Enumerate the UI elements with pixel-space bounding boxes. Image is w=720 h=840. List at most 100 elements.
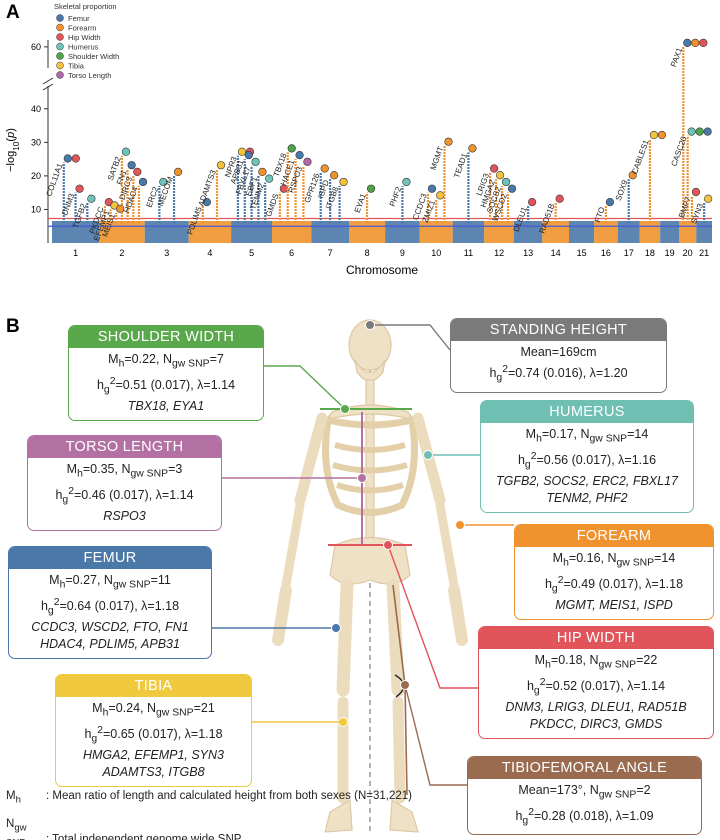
trait-dot — [366, 184, 376, 193]
card-line: Mh=0.35, Ngw SNP=3 — [32, 461, 217, 483]
trait-dot — [628, 171, 637, 180]
trait-dot — [237, 147, 247, 156]
trait-dot — [605, 197, 615, 207]
subscript: h — [545, 659, 551, 671]
x-tick-label: 1 — [73, 248, 78, 258]
footnote-symbol: Mh — [6, 790, 46, 805]
trait-dot — [63, 154, 72, 163]
card-body: Mh=0.35, Ngw SNP=3 hg2=0.46 (0.017), λ=1.… — [28, 458, 221, 530]
trait-dot — [691, 38, 700, 47]
peak-label: BMP7 — [677, 195, 693, 219]
text-run: =0.65 (0.017), λ=1.18 — [103, 726, 223, 741]
text-run: M — [6, 790, 16, 802]
card-line: Mean=173°, Ngw SNP=2 — [472, 782, 697, 804]
gene-list: HMGA2, EFEMP1, SYN3 — [82, 748, 224, 763]
card-line: Mh=0.27, Ngw SNP=11 — [13, 572, 207, 594]
text-run: =0.22, N — [124, 352, 172, 366]
trait-dot — [295, 151, 304, 160]
gene-list: ADAMTS3, ITGB8 — [102, 765, 205, 780]
trait-dot — [490, 164, 499, 173]
gene-list: TBX18, EYA1 — [127, 399, 205, 414]
footnote-symbol: Ngw SNP — [6, 818, 46, 840]
x-tick-label: 7 — [328, 248, 333, 258]
text-run: =0.28 (0.018), λ=1.09 — [534, 808, 654, 823]
text-run: =7 — [209, 352, 224, 366]
gene-list: DNM3, LRIG3, DLEU1, RAD51B — [505, 700, 687, 715]
x-tick-label: 16 — [601, 248, 611, 258]
legend-label: Forearm — [68, 24, 96, 33]
trait-dot — [330, 171, 339, 180]
text-run: =0.18, N — [550, 653, 599, 667]
text-run: M — [552, 551, 564, 565]
card-line: Mh=0.22, Ngw SNP=7 — [73, 351, 259, 373]
superscript: 2 — [53, 596, 60, 608]
card-line: Mean=169cm — [455, 344, 662, 361]
chromosome-band — [349, 221, 386, 243]
peak-label: GMDS — [264, 192, 281, 218]
subscript: gw SNP — [598, 789, 637, 801]
legend-swatch — [56, 52, 64, 60]
card-title: FOREARM — [515, 525, 713, 547]
trait-dot — [444, 137, 453, 146]
text-run: M — [92, 701, 103, 715]
trait-dot — [649, 130, 659, 140]
gene-list: CCDC3, WSCD2, FTO, FN1 — [31, 620, 189, 635]
peak-label: CASC20 — [669, 135, 688, 168]
gene-list: RSPO3 — [103, 509, 146, 524]
subscript: g — [551, 583, 558, 595]
y-tick-label: 40 — [31, 104, 41, 114]
y-tick-label: 30 — [31, 137, 41, 147]
chromosome-band — [660, 221, 679, 243]
skeleton — [272, 319, 468, 833]
trait-dot — [657, 130, 667, 140]
subscript: gw SNP — [616, 557, 655, 569]
peak-label: MGMT — [429, 145, 446, 171]
connector-dots — [250, 320, 465, 727]
trait-dot — [339, 177, 348, 187]
text-run: =14 — [654, 551, 676, 565]
gene-list: PKDCC, DIRC3, GMDS — [529, 717, 663, 732]
text-run: N — [6, 818, 15, 830]
x-tick-label: 21 — [699, 248, 709, 258]
x-axis-label: Chromosome — [346, 263, 418, 277]
chromosome-band — [696, 221, 712, 243]
x-tick-label: 18 — [645, 248, 655, 258]
chromosome-band — [385, 221, 420, 243]
text-run: M — [525, 427, 537, 441]
text-run: ) — [5, 128, 17, 132]
subscript: g — [524, 459, 531, 471]
card-line: hg2=0.49 (0.017), λ=1.18 — [519, 572, 709, 598]
trait-dot — [687, 127, 696, 136]
trait-dot — [704, 194, 713, 203]
footnote: Ngw SNP: Total independent genome wide S… — [6, 818, 241, 840]
card-body: Mh=0.27, Ngw SNP=11 hg2=0.64 (0.017), λ=1… — [9, 569, 211, 658]
peak-label: SOX9 — [614, 178, 630, 202]
text-run: M — [49, 573, 60, 587]
chromosome-band — [594, 221, 618, 243]
card-line: hg2=0.28 (0.018), λ=1.09 — [472, 804, 697, 830]
gene-list: TGFB2, SOCS2, ERC2, FBXL17 — [495, 474, 678, 489]
subscript: 10 — [12, 141, 21, 151]
x-tick-label: 4 — [207, 248, 212, 258]
chromosome-band — [231, 221, 272, 243]
trait-dot — [528, 197, 537, 207]
superscript: 2 — [68, 485, 74, 497]
text-run: =0.16, N — [568, 551, 617, 565]
trait-dot — [320, 164, 329, 173]
info-card: SHOULDER WIDTH Mh=0.22, Ngw SNP=7 hg2=0.51… — [68, 325, 264, 422]
subscript: g — [47, 605, 54, 617]
superscript: 2 — [528, 806, 534, 818]
trait-dot — [555, 194, 564, 203]
peak-label: PHF2 — [388, 185, 404, 208]
legend-label: Hip Width — [68, 33, 101, 42]
x-tick-label: 13 — [523, 248, 533, 258]
x-tick-label: 15 — [577, 248, 587, 258]
trait-dot — [258, 167, 267, 176]
subscript: g — [496, 372, 503, 384]
chromosome-band — [639, 221, 661, 243]
trait-dot — [495, 171, 505, 180]
text-run: =0.56 (0.017), λ=1.16 — [536, 452, 657, 467]
trait-dot — [244, 151, 253, 160]
superscript: 2 — [109, 375, 116, 387]
